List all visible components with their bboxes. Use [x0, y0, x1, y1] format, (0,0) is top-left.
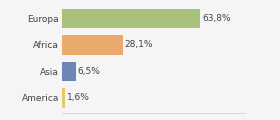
Text: 63,8%: 63,8%	[202, 14, 231, 23]
Text: 1,6%: 1,6%	[67, 93, 90, 102]
Bar	[62, 88, 65, 108]
Bar	[62, 62, 76, 81]
Bar	[62, 9, 200, 28]
Bar	[62, 35, 123, 55]
Text: 6,5%: 6,5%	[78, 67, 100, 76]
Text: 28,1%: 28,1%	[124, 40, 153, 49]
